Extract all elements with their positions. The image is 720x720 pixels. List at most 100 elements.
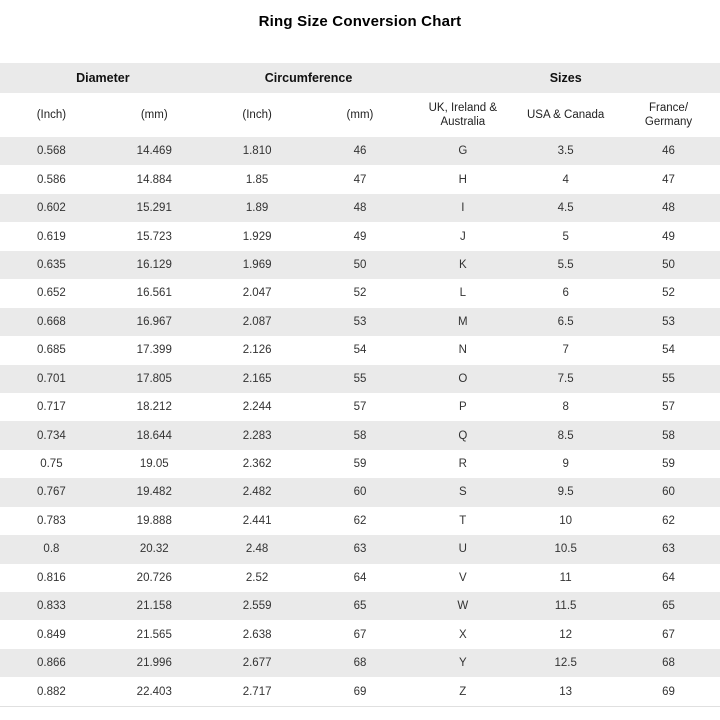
table-cell-col-1: 14.469 [136, 145, 172, 158]
table-cell-col-4: P [458, 401, 467, 414]
table-cell-col-2: 2.559 [242, 600, 272, 613]
table-cell-col-5: 10 [559, 514, 573, 527]
table-row: 0.882 22.403 2.717 69 Z 13 69 [0, 677, 720, 707]
table-cell-col-6: 65 [662, 600, 675, 613]
table-cell-col-4: X [458, 628, 467, 641]
table-cell-col-2: 2.047 [242, 287, 272, 300]
table-cell-col-4: G [458, 145, 468, 158]
table-cell-col-1: 22.403 [102, 677, 206, 707]
table-cell-col-2: 2.165 [242, 372, 272, 385]
group-header-circumference: Circumference [205, 63, 412, 93]
table-cell-col-5: 8 [562, 401, 569, 414]
table-row: 0.635 16.129 1.969 50 K 5.5 50 [0, 250, 720, 280]
table-cell-col-0: 0.767 [37, 486, 66, 499]
table-cell-col-2: 1.969 [242, 258, 272, 271]
table-cell-col-5: 13 [514, 677, 618, 707]
table-row: 0.685 17.399 2.126 54 N 7 54 [0, 336, 720, 365]
table-cell-col-1: 18.212 [136, 401, 172, 414]
table-cell-col-5: 11 [559, 571, 572, 584]
table-cell-col-2: 1.929 [242, 230, 272, 243]
table-cell-col-1: 16.129 [136, 258, 172, 271]
table-cell-col-5: 7.5 [557, 372, 574, 385]
table-cell-col-5: 10.5 [554, 543, 577, 556]
table-cell-col-5: 4 [562, 173, 569, 186]
table-cell-col-1: 21.565 [136, 628, 172, 641]
ring-size-conversion-table: Diameter Circumference Sizes (Inch) (mm) (In… [0, 63, 720, 707]
table-cell-col-0: 0.816 [37, 571, 66, 584]
table-cell-col-0: 0.8 [43, 543, 60, 556]
table-row: 0.668 16.967 2.087 53 M 6.5 53 [0, 307, 720, 337]
table-cell-col-4: R [458, 458, 467, 471]
table-cell-col-5: 4.5 [557, 202, 574, 215]
table-cell-col-6: 69 [617, 677, 720, 707]
table-cell-col-4: M [458, 315, 468, 328]
table-cell-col-6: 67 [662, 628, 675, 641]
table-cell-col-4: V [458, 571, 467, 584]
table-cell-col-2: 1.85 [245, 173, 269, 186]
table-cell-col-4: K [458, 258, 467, 271]
table-cell-col-4: O [458, 372, 468, 385]
table-cell-col-5: 6 [562, 287, 569, 300]
table-cell-col-4: U [458, 543, 467, 556]
table-cell-col-3: 52 [353, 287, 367, 300]
table-cell-col-3: 67 [353, 628, 367, 641]
table-cell-col-0: 0.717 [37, 401, 66, 414]
table-cell-col-0: 0.833 [37, 600, 66, 613]
table-row: 0.602 15.291 1.89 48 I 4.5 48 [0, 193, 720, 223]
table-row: 0.866 21.996 2.677 68 Y 12.5 68 [0, 648, 720, 678]
table-cell-col-3: 46 [353, 145, 367, 158]
table-cell-col-0: 0.635 [37, 258, 66, 271]
table-cell-col-5: 11.5 [554, 600, 577, 613]
table-cell-col-3: 50 [353, 258, 367, 271]
table-cell-col-4: L [459, 287, 467, 300]
table-body: 0.568 14.469 1.810 46 G 3.5 46 0.586 14.884 1.85 4… [0, 137, 720, 707]
table-cell-col-3: 62 [353, 514, 367, 527]
table-cell-col-4: I [461, 202, 465, 215]
table-row: 0.816 20.726 2.52 64 V 11 64 [0, 563, 720, 592]
table-cell-col-3: 68 [353, 657, 367, 670]
table-cell-col-1: 15.723 [136, 230, 172, 243]
table-cell-col-5: 12.5 [554, 657, 577, 670]
table-cell-col-2: 2.126 [242, 344, 272, 357]
table-cell-col-3: 47 [353, 173, 367, 186]
table-cell-col-6: 48 [662, 202, 675, 215]
table-cell-col-6: 64 [662, 571, 675, 584]
table-cell-col-1: 17.399 [136, 344, 172, 357]
table-cell-col-6: 68 [662, 657, 675, 670]
table-cell-col-3: 58 [353, 429, 367, 442]
table-cell-col-6: 57 [662, 401, 675, 414]
table-cell-col-2: 2.717 [205, 677, 309, 707]
table-cell-col-5: 6.5 [557, 315, 574, 328]
table-cell-col-6: 46 [662, 145, 675, 158]
table-cell-col-2: 2.087 [242, 315, 272, 328]
column-header-0: (Inch) [0, 93, 103, 137]
table-cell-col-0: 0.568 [37, 145, 66, 158]
table-cell-col-6: 49 [662, 230, 675, 243]
table-cell-col-1: 17.805 [136, 372, 172, 385]
table-cell-col-3: 49 [353, 230, 367, 243]
table-cell-col-5: 5 [562, 230, 569, 243]
group-header-sizes: Sizes [411, 63, 720, 93]
table-row: 0.717 18.212 2.244 57 P 8 57 [0, 392, 720, 422]
table-cell-col-6: 63 [662, 543, 675, 556]
table-cell-col-1: 14.884 [136, 173, 172, 186]
table-cell-col-1: 21.996 [136, 657, 172, 670]
table-cell-col-6: 50 [662, 258, 675, 271]
table-cell-col-2: 2.677 [242, 657, 272, 670]
table-row: 0.734 18.644 2.283 58 Q 8.5 58 [0, 421, 720, 450]
table-cell-col-4: H [458, 173, 467, 186]
table-cell-col-1: 15.291 [136, 202, 172, 215]
table-cell-col-6: 53 [662, 315, 675, 328]
table-cell-col-6: 62 [662, 514, 675, 527]
table-cell-col-4: J [459, 230, 466, 243]
page-title: Ring Size Conversion Chart [258, 13, 462, 30]
table-cell-col-4: S [458, 486, 467, 499]
table-cell-col-5: 7 [562, 344, 569, 357]
table-cell-col-5: 5.5 [557, 258, 574, 271]
table-cell-col-2: 1.810 [242, 145, 272, 158]
table-cell-col-4: Z [411, 677, 515, 707]
table-cell-col-2: 2.283 [242, 429, 272, 442]
table-cell-col-6: 47 [662, 173, 675, 186]
table-cell-col-0: 0.586 [37, 173, 66, 186]
table-cell-col-0: 0.602 [37, 202, 66, 215]
